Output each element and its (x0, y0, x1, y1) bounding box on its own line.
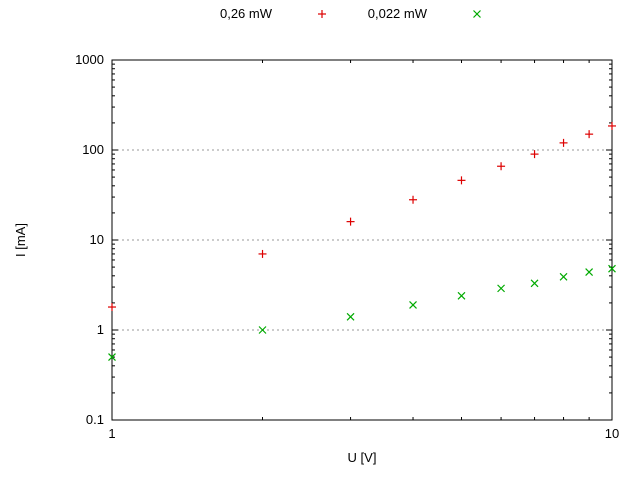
y-tick-label: 1000 (75, 52, 104, 67)
y-tick-label: 1 (97, 322, 104, 337)
x-tick-label: 1 (108, 426, 115, 441)
legend-label: 0,26 mW (220, 6, 273, 21)
x-axis-label: U [V] (348, 450, 377, 465)
series-1-point (608, 264, 616, 273)
series-1-point (457, 291, 466, 300)
series-1-point (497, 284, 505, 293)
series-1-point (346, 312, 355, 321)
y-tick-label: 10 (90, 232, 104, 247)
series-1-point (258, 326, 267, 334)
legend-label: 0,022 mW (368, 6, 428, 21)
legend-marker (473, 10, 481, 18)
series-1-point (585, 268, 594, 277)
series-1-point (530, 279, 539, 288)
x-tick-label: 10 (605, 426, 619, 441)
series-1-point (559, 272, 568, 281)
y-tick-label: 100 (82, 142, 104, 157)
y-tick-label: 0.1 (86, 412, 104, 427)
y-axis-label: I [mA] (13, 223, 28, 257)
series-1-point (108, 353, 116, 362)
series-1-point (409, 300, 417, 309)
